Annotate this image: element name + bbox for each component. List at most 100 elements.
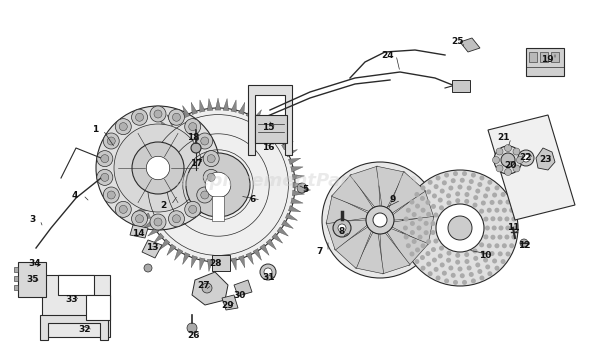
Circle shape [172, 113, 181, 121]
Bar [86, 295, 110, 320]
Polygon shape [266, 120, 276, 131]
Circle shape [438, 253, 442, 259]
Circle shape [477, 269, 483, 274]
Circle shape [409, 199, 415, 205]
Circle shape [509, 243, 514, 248]
Circle shape [440, 189, 445, 193]
Text: 16: 16 [262, 143, 274, 152]
Circle shape [455, 198, 460, 203]
Polygon shape [132, 190, 144, 196]
Text: 6: 6 [250, 196, 256, 205]
Circle shape [264, 268, 272, 276]
Circle shape [480, 276, 484, 280]
Circle shape [444, 173, 449, 177]
Circle shape [115, 201, 132, 218]
Circle shape [434, 238, 438, 244]
Polygon shape [234, 280, 252, 296]
Text: 32: 32 [78, 325, 91, 334]
Circle shape [132, 142, 184, 194]
Circle shape [172, 215, 181, 223]
Polygon shape [167, 244, 176, 255]
Circle shape [487, 271, 493, 276]
Polygon shape [253, 248, 261, 260]
Circle shape [479, 209, 484, 214]
Polygon shape [289, 206, 301, 212]
Polygon shape [253, 110, 261, 121]
Circle shape [451, 273, 455, 278]
Circle shape [444, 278, 449, 283]
Circle shape [435, 276, 441, 280]
Polygon shape [192, 272, 228, 305]
Polygon shape [131, 182, 143, 188]
Circle shape [473, 203, 477, 207]
Circle shape [421, 266, 425, 271]
Circle shape [203, 151, 219, 167]
Bar [529, 52, 537, 62]
Circle shape [425, 200, 431, 205]
Text: 29: 29 [222, 301, 234, 309]
Circle shape [494, 243, 500, 248]
Circle shape [97, 169, 113, 185]
Text: 35: 35 [27, 276, 40, 285]
Polygon shape [215, 260, 221, 272]
Circle shape [494, 208, 500, 213]
Circle shape [415, 204, 420, 208]
Circle shape [455, 260, 460, 264]
Circle shape [496, 165, 503, 172]
Circle shape [132, 211, 148, 227]
Polygon shape [266, 239, 276, 250]
Polygon shape [326, 195, 368, 224]
Circle shape [471, 173, 476, 177]
Bar [540, 52, 548, 62]
Polygon shape [222, 295, 238, 310]
Circle shape [494, 185, 500, 190]
Text: 19: 19 [540, 55, 553, 64]
Circle shape [477, 182, 483, 187]
Circle shape [297, 183, 307, 193]
Circle shape [457, 184, 463, 190]
Circle shape [432, 258, 437, 262]
Circle shape [412, 239, 417, 244]
Bar [14, 285, 18, 290]
Polygon shape [536, 148, 555, 170]
Polygon shape [133, 198, 145, 203]
Text: 9: 9 [390, 196, 396, 205]
Circle shape [480, 175, 484, 181]
Polygon shape [289, 158, 301, 165]
Text: 4: 4 [72, 190, 78, 199]
Circle shape [440, 262, 445, 268]
Polygon shape [148, 134, 159, 143]
Bar [526, 48, 564, 76]
Text: 18: 18 [187, 134, 199, 142]
Circle shape [496, 148, 503, 155]
Circle shape [97, 151, 113, 167]
Polygon shape [223, 98, 228, 111]
Circle shape [420, 196, 425, 201]
Text: 10: 10 [479, 251, 491, 260]
Circle shape [431, 230, 435, 235]
Text: 28: 28 [209, 259, 221, 268]
Circle shape [485, 187, 490, 191]
Circle shape [322, 162, 438, 278]
Polygon shape [238, 255, 245, 268]
Circle shape [434, 267, 438, 272]
Circle shape [473, 248, 477, 253]
Circle shape [483, 216, 489, 222]
Circle shape [414, 259, 419, 264]
Circle shape [485, 226, 490, 230]
Circle shape [189, 122, 196, 130]
Polygon shape [488, 115, 575, 220]
Circle shape [498, 200, 503, 205]
Circle shape [513, 148, 520, 155]
Circle shape [464, 259, 470, 264]
Circle shape [404, 216, 409, 222]
Circle shape [455, 253, 460, 258]
Circle shape [415, 247, 420, 252]
Circle shape [119, 205, 127, 213]
Circle shape [428, 180, 432, 185]
Bar [551, 52, 559, 62]
Circle shape [185, 201, 201, 218]
Circle shape [493, 157, 500, 164]
Text: 33: 33 [65, 295, 78, 304]
Polygon shape [248, 85, 292, 155]
